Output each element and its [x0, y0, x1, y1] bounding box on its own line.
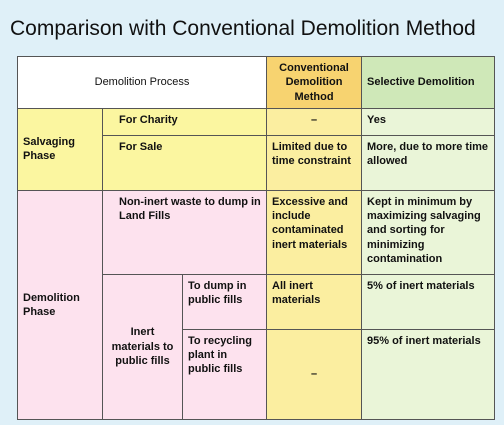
dump-conventional: All inert materials — [266, 273, 363, 330]
non-inert-label: Non-inert waste to dump in Land Fills — [101, 189, 268, 275]
recycle-conventional: – — [266, 328, 363, 420]
demolition-phase-label: Demolition Phase — [17, 189, 103, 420]
header-demolition-process: Demolition Process — [16, 56, 268, 109]
header-conventional-method: Conventional Demolition Method — [266, 56, 363, 109]
header-row: Demolition Process Conventional Demoliti… — [16, 56, 496, 109]
for-sale-label: For Sale — [101, 134, 268, 191]
row-for-sale: For Sale Limited due to time constraint … — [18, 134, 496, 191]
non-inert-conventional: Excessive and include contaminated inert… — [266, 189, 363, 275]
recycle-selective: 95% of inert materials — [361, 328, 496, 420]
charity-conventional: – — [266, 107, 363, 136]
page-title: Comparison with Conventional Demolition … — [10, 17, 476, 40]
row-dump-public-fills: Inert materials to public fills To dump … — [18, 273, 496, 420]
header-selective-demolition: Selective Demolition — [361, 56, 496, 109]
sale-conventional: Limited due to time constraint — [266, 134, 363, 191]
inert-materials-label: Inert materials to public fills — [102, 273, 183, 420]
comparison-table-wrapper: Demolition Process Conventional Demoliti… — [16, 56, 496, 420]
row-recycling-plant: To recycling plant in public fills – 95%… — [18, 328, 496, 420]
non-inert-selective: Kept in minimum by maximizing salvaging … — [361, 189, 496, 275]
recycling-plant-label: To recycling plant in public fills — [181, 328, 268, 420]
charity-selective: Yes — [361, 107, 496, 136]
row-non-inert: Demolition Phase Non-inert waste to dump… — [17, 189, 496, 420]
dump-selective: 5% of inert materials — [361, 273, 496, 330]
dump-public-fills-label: To dump in public fills — [181, 273, 268, 330]
for-charity-label: For Charity — [101, 107, 268, 136]
salvaging-phase-label: Salvaging Phase — [17, 107, 103, 191]
comparison-table: Demolition Process Conventional Demoliti… — [16, 56, 496, 420]
row-for-charity: Salvaging Phase For Charity – Yes — [17, 107, 496, 191]
sale-selective: More, due to more time allowed — [361, 134, 496, 191]
